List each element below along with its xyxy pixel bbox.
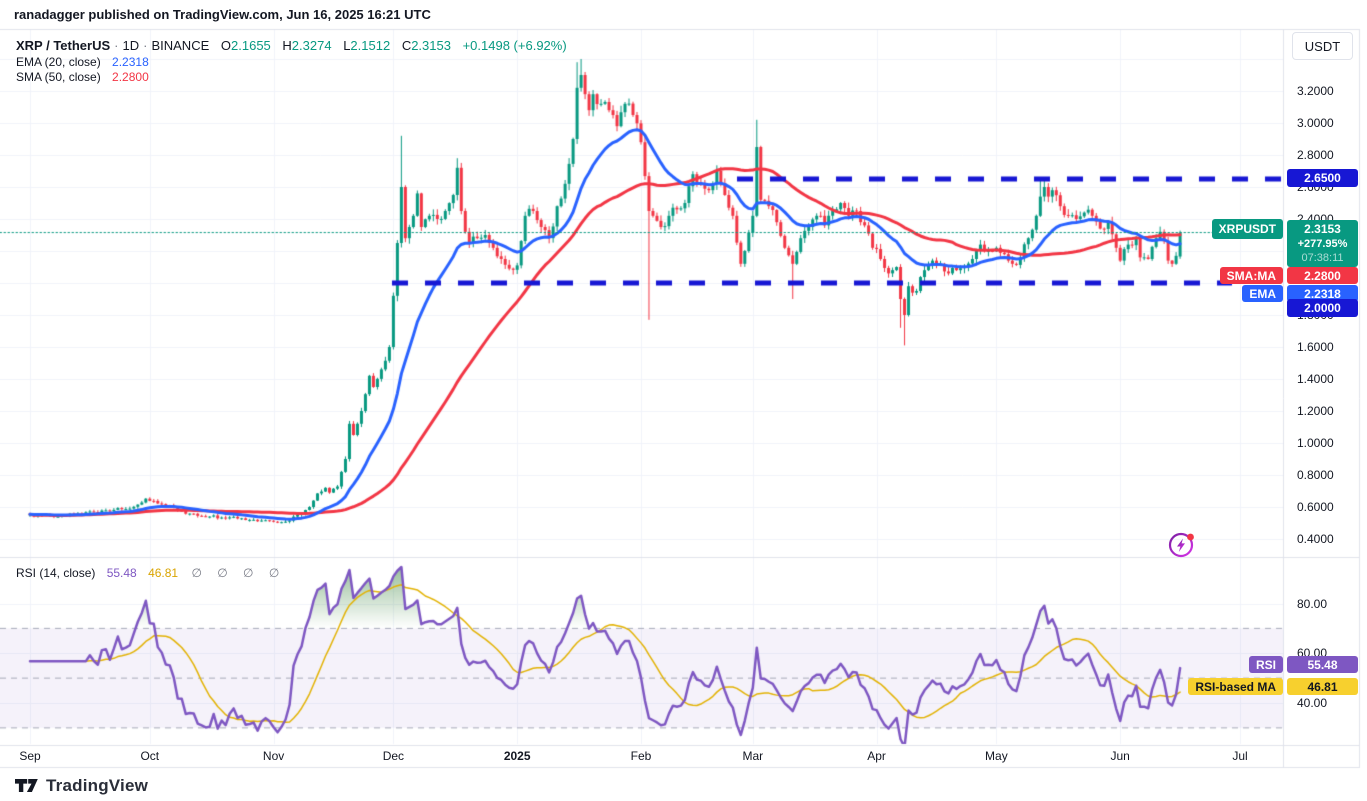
open-value: 2.1655 bbox=[231, 38, 271, 54]
high-value: 2.3274 bbox=[291, 38, 332, 54]
ema-legend-row[interactable]: EMA (20, close) 2.2318 bbox=[16, 54, 149, 69]
legend-separator-2: · bbox=[143, 38, 148, 54]
interval-label: 1D bbox=[122, 38, 140, 54]
price-tick: 1.6000 bbox=[1297, 340, 1334, 354]
lightning-button[interactable] bbox=[1166, 529, 1196, 559]
price-tick: 3.0000 bbox=[1297, 116, 1334, 130]
rsi-ma-axis-label: RSI-based MA bbox=[1188, 678, 1283, 695]
symbol-axis-label: XRPUSDT bbox=[1211, 219, 1283, 239]
ema-label: EMA (20, close) bbox=[16, 54, 101, 69]
rsi-legend-row[interactable]: RSI (14, close) 55.48 46.81 ∅ ∅ ∅ ∅ bbox=[16, 565, 285, 580]
change-value: +0.1498 (+6.92%) bbox=[462, 38, 567, 54]
price-tick: 0.6000 bbox=[1297, 500, 1334, 514]
low-value: 2.1512 bbox=[350, 38, 391, 54]
published-line: ranadagger published on TradingView.com,… bbox=[14, 7, 431, 22]
tradingview-logo[interactable]: TradingView bbox=[14, 775, 148, 796]
time-axis-label: Sep bbox=[19, 749, 41, 763]
ema-axis-badge: 2.2318 bbox=[1287, 285, 1358, 302]
lower-level-badge: 2.0000 bbox=[1287, 299, 1358, 317]
last-price-value: 2.3153 bbox=[1304, 222, 1341, 236]
tradingview-glyph-icon bbox=[15, 779, 38, 792]
last-price-change-pct: +277.95% bbox=[1297, 238, 1348, 250]
last-price-badge: 2.3153 +277.95% 07:38:11 bbox=[1287, 220, 1358, 267]
sma-axis-badge: 2.2800 bbox=[1287, 267, 1358, 284]
rsi-value: 55.48 bbox=[106, 565, 137, 580]
time-axis-label: Dec bbox=[382, 749, 405, 763]
time-axis-label: 2025 bbox=[503, 749, 531, 763]
time-axis-label: May bbox=[985, 749, 1008, 763]
time-axis-label: Nov bbox=[262, 749, 285, 763]
currency-toggle-button[interactable]: USDT bbox=[1292, 32, 1353, 60]
price-tick: 0.4000 bbox=[1297, 532, 1334, 546]
rsi-tick: 40.00 bbox=[1297, 696, 1328, 710]
close-value: 2.3153 bbox=[411, 38, 451, 54]
price-tick: 1.4000 bbox=[1297, 372, 1334, 386]
low-label: L bbox=[343, 38, 351, 54]
time-axis-label: Oct bbox=[140, 749, 160, 763]
ema-value: 2.2318 bbox=[112, 54, 149, 69]
legend-separator-1: · bbox=[114, 38, 119, 54]
price-tick: 1.0000 bbox=[1297, 436, 1334, 450]
rsi-axis-label: RSI bbox=[1248, 656, 1283, 673]
price-tick: 0.8000 bbox=[1297, 468, 1334, 482]
sma-axis-label: SMA:MA bbox=[1219, 267, 1283, 284]
lightning-icon bbox=[1168, 532, 1194, 558]
rsi-title: RSI (14, close) bbox=[16, 565, 96, 580]
rsi-ma-axis-badge: 46.81 bbox=[1287, 678, 1358, 695]
price-tick: 2.8000 bbox=[1297, 148, 1334, 162]
sma-value: 2.2800 bbox=[112, 69, 149, 84]
brand-text: TradingView bbox=[46, 775, 149, 795]
rsi-tick: 80.00 bbox=[1297, 596, 1328, 611]
symbol-title: XRP / TetherUS bbox=[16, 38, 111, 54]
close-label: C bbox=[401, 38, 412, 54]
symbol-legend-row[interactable]: XRP / TetherUS · 1D · BINANCE O2.1655 H2.327… bbox=[16, 37, 567, 53]
sma-label: SMA (50, close) bbox=[16, 69, 101, 84]
time-axis-label: Mar bbox=[742, 749, 764, 763]
bar-countdown: 07:38:11 bbox=[1301, 252, 1344, 264]
ema-axis-label: EMA bbox=[1242, 285, 1283, 302]
time-axis-label: Apr bbox=[867, 749, 886, 763]
exchange-label: BINANCE bbox=[151, 38, 210, 54]
sma-legend-row[interactable]: SMA (50, close) 2.2800 bbox=[16, 69, 149, 84]
price-tick: 3.2000 bbox=[1297, 84, 1334, 98]
time-axis-label: Feb bbox=[630, 749, 652, 763]
rsi-axis-badge: 55.48 bbox=[1287, 656, 1358, 673]
rsi-empty-plots: ∅ ∅ ∅ ∅ bbox=[191, 565, 286, 580]
price-tick: 1.2000 bbox=[1297, 404, 1334, 418]
high-label: H bbox=[282, 38, 292, 54]
rsi-ma-value: 46.81 bbox=[148, 565, 179, 580]
upper-level-badge: 2.6500 bbox=[1287, 169, 1358, 187]
time-axis-label: Jun bbox=[1110, 749, 1130, 763]
time-axis-label: Jul bbox=[1232, 749, 1248, 763]
open-label: O bbox=[220, 38, 232, 54]
